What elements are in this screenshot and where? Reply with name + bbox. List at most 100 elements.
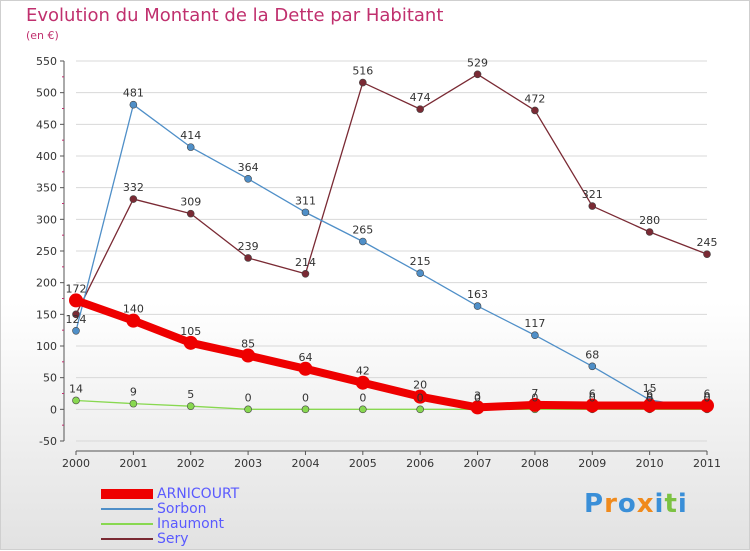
data-point-arnicourt — [700, 398, 714, 413]
data-label-arnicourt: 6 — [704, 388, 711, 401]
data-label-sorbon: 15 — [643, 382, 657, 395]
logo-letter: P — [584, 489, 605, 519]
data-point-arnicourt — [183, 335, 198, 350]
logo-letter: r — [604, 489, 618, 519]
data-label-sorbon: 163 — [467, 288, 488, 301]
data-label-arnicourt: 64 — [298, 351, 312, 364]
logo-letter: o — [617, 489, 637, 519]
data-label-arnicourt: 172 — [66, 282, 87, 295]
data-point-sery — [473, 70, 482, 79]
y-tick-label: 550 — [36, 55, 57, 68]
y-tick-label: 50 — [43, 372, 57, 385]
data-label-inaumont: 0 — [417, 391, 424, 404]
legend-label-sery: Sery — [157, 531, 189, 547]
legend: ARNICOURT Sorbon Inaumont Sery — [101, 487, 239, 547]
data-label-inaumont: 0 — [359, 391, 366, 404]
y-tick-label: 500 — [36, 87, 57, 100]
x-tick-label: 2000 — [62, 457, 90, 470]
y-tick-label: 400 — [36, 150, 57, 163]
legend-item-inaumont: Inaumont — [101, 517, 239, 531]
data-point-arnicourt — [527, 397, 542, 412]
data-point-sery — [531, 106, 539, 115]
legend-swatch-sorbon — [101, 508, 153, 510]
logo-letter: i — [677, 489, 688, 519]
x-tick-label: 2002 — [177, 457, 205, 470]
series-line-arnicourt — [74, 296, 707, 412]
data-point-inaumont — [301, 405, 310, 414]
data-label-arnicourt: 7 — [531, 387, 538, 400]
y-tick-label: 150 — [36, 308, 57, 321]
logo-letter: t — [664, 489, 678, 519]
data-label-arnicourt: 20 — [413, 379, 427, 392]
data-label-inaumont: 5 — [187, 388, 194, 401]
data-point-inaumont — [416, 405, 424, 414]
data-label-sery: 472 — [524, 92, 545, 105]
data-label-sorbon: 265 — [352, 224, 373, 237]
data-point-sery — [72, 310, 80, 319]
data-label-inaumont: 0 — [474, 391, 481, 404]
data-point-sery — [416, 105, 424, 113]
data-label-sorbon: 117 — [524, 317, 545, 330]
y-tick-label: 250 — [36, 245, 57, 258]
y-tick-label: 450 — [36, 118, 57, 131]
data-label-sorbon: 215 — [410, 255, 431, 268]
data-point-inaumont — [129, 399, 138, 408]
x-tick-label: 2005 — [349, 457, 377, 470]
y-tick-label: 350 — [36, 182, 57, 195]
data-label-sorbon: 68 — [585, 348, 599, 361]
data-label-sery: 245 — [697, 236, 718, 249]
data-point-sorbon — [531, 331, 539, 340]
legend-item-sorbon: Sorbon — [101, 502, 239, 516]
x-tick-label: 2001 — [119, 457, 147, 470]
x-tick-label: 2006 — [406, 457, 434, 470]
data-point-arnicourt — [355, 375, 370, 390]
series-line-sery — [75, 73, 708, 315]
data-label-sery: 332 — [123, 181, 144, 194]
data-point-sery — [186, 209, 195, 218]
legend-label-arnicourt: ARNICOURT — [157, 486, 240, 502]
data-label-sorbon: 311 — [295, 194, 316, 207]
data-label-sery: 214 — [295, 256, 316, 269]
legend-label-sorbon: Sorbon — [157, 501, 207, 517]
data-point-arnicourt — [126, 313, 141, 328]
data-label-sorbon: 0 — [704, 391, 711, 404]
data-label-inaumont: 9 — [130, 386, 137, 399]
data-point-sorbon — [416, 269, 424, 277]
data-point-sorbon — [244, 175, 252, 183]
data-point-sery — [244, 254, 252, 262]
data-label-sorbon: 124 — [66, 313, 87, 326]
x-tick-label: 2010 — [636, 457, 664, 470]
y-tick-label: 0 — [50, 403, 57, 416]
data-label-sery: 529 — [467, 56, 488, 69]
data-label-inaumont: 14 — [69, 382, 83, 395]
data-label-arnicourt: 6 — [646, 388, 653, 401]
data-label-arnicourt: 3 — [474, 389, 481, 402]
data-label-arnicourt: 6 — [589, 388, 596, 401]
data-point-sery — [703, 250, 711, 258]
y-tick-label: 200 — [36, 277, 57, 290]
data-label-inaumont: 0 — [245, 391, 252, 404]
data-label-sery: 474 — [410, 91, 431, 104]
legend-swatch-sery — [101, 538, 153, 540]
data-point-inaumont — [186, 402, 195, 410]
x-tick-label: 2004 — [291, 457, 319, 470]
data-label-sery: 280 — [639, 214, 660, 227]
y-tick-label: -50 — [39, 435, 57, 448]
x-tick-label: 2009 — [578, 457, 606, 470]
data-point-arnicourt — [298, 361, 313, 376]
data-point-inaumont — [72, 396, 80, 405]
x-tick-label: 2011 — [693, 457, 721, 470]
legend-label-inaumont: Inaumont — [157, 516, 225, 532]
data-point-sery — [129, 195, 138, 203]
data-point-sorbon — [72, 326, 80, 335]
data-point-arnicourt — [69, 293, 83, 308]
data-label-arnicourt: 105 — [180, 325, 201, 338]
data-point-sorbon — [129, 100, 138, 109]
data-point-sorbon — [473, 302, 482, 310]
data-point-inaumont — [359, 405, 367, 414]
data-point-sorbon — [588, 362, 597, 371]
data-label-inaumont: 0 — [531, 391, 538, 404]
legend-swatch-arnicourt — [101, 489, 153, 499]
y-tick-label: 300 — [36, 213, 57, 226]
